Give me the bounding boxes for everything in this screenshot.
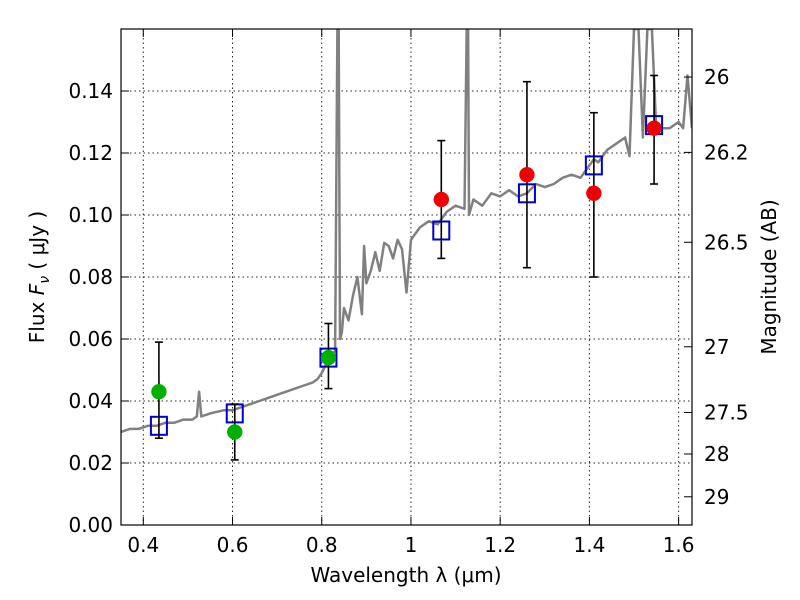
- y-tick-label: 0.04: [68, 389, 113, 413]
- observed-red-point: [646, 120, 662, 136]
- y-tick-label: 0.10: [68, 203, 113, 227]
- observed-red-point: [433, 191, 450, 208]
- y-tick-label: 0.02: [68, 451, 113, 475]
- right-tick-label: 26.2: [704, 140, 749, 164]
- y-axis-label-right: Magnitude (AB): [757, 199, 781, 354]
- data-markers-layer: [149, 74, 664, 461]
- y-tick-label: 0.08: [68, 265, 113, 289]
- y-tick-label: 0.14: [68, 79, 113, 103]
- x-tick-label: 1.4: [573, 533, 605, 557]
- x-tick-label: 0.6: [217, 533, 249, 557]
- observed-red-point: [586, 185, 602, 202]
- observed-green-point: [227, 424, 243, 440]
- right-tick-label: 27.5: [704, 400, 749, 424]
- y-axis-label-left: Flux Fν ( μJy ): [25, 211, 53, 343]
- right-tick-label: 26: [704, 65, 729, 89]
- axis-ticks: 0.4 0.6 0.8 1 1.2 1.4 1.6 0.00 0.02 0.04 0.06 0.08 0…: [68, 29, 749, 557]
- observed-red-point: [519, 166, 535, 183]
- x-tick-label: 0.8: [306, 533, 338, 557]
- right-tick-label: 29: [704, 485, 729, 509]
- right-tick-label: 27: [704, 335, 729, 359]
- y-tick-label: 0.06: [68, 327, 113, 351]
- y-tick-label: 0.12: [68, 141, 113, 165]
- observed-green-point: [320, 349, 337, 366]
- x-tick-label: 1: [405, 533, 418, 557]
- x-axis-label: Wavelength λ (μm): [310, 563, 501, 587]
- x-tick-label: 0.4: [127, 533, 159, 557]
- x-tick-label: 1.6: [663, 533, 695, 557]
- x-tick-label: 1.2: [484, 533, 516, 557]
- grid-lines: [121, 29, 692, 525]
- observed-green-point: [151, 383, 167, 400]
- right-tick-label: 26.5: [704, 230, 749, 254]
- right-tick-label: 28: [704, 442, 729, 466]
- y-tick-label: 0.00: [68, 513, 113, 537]
